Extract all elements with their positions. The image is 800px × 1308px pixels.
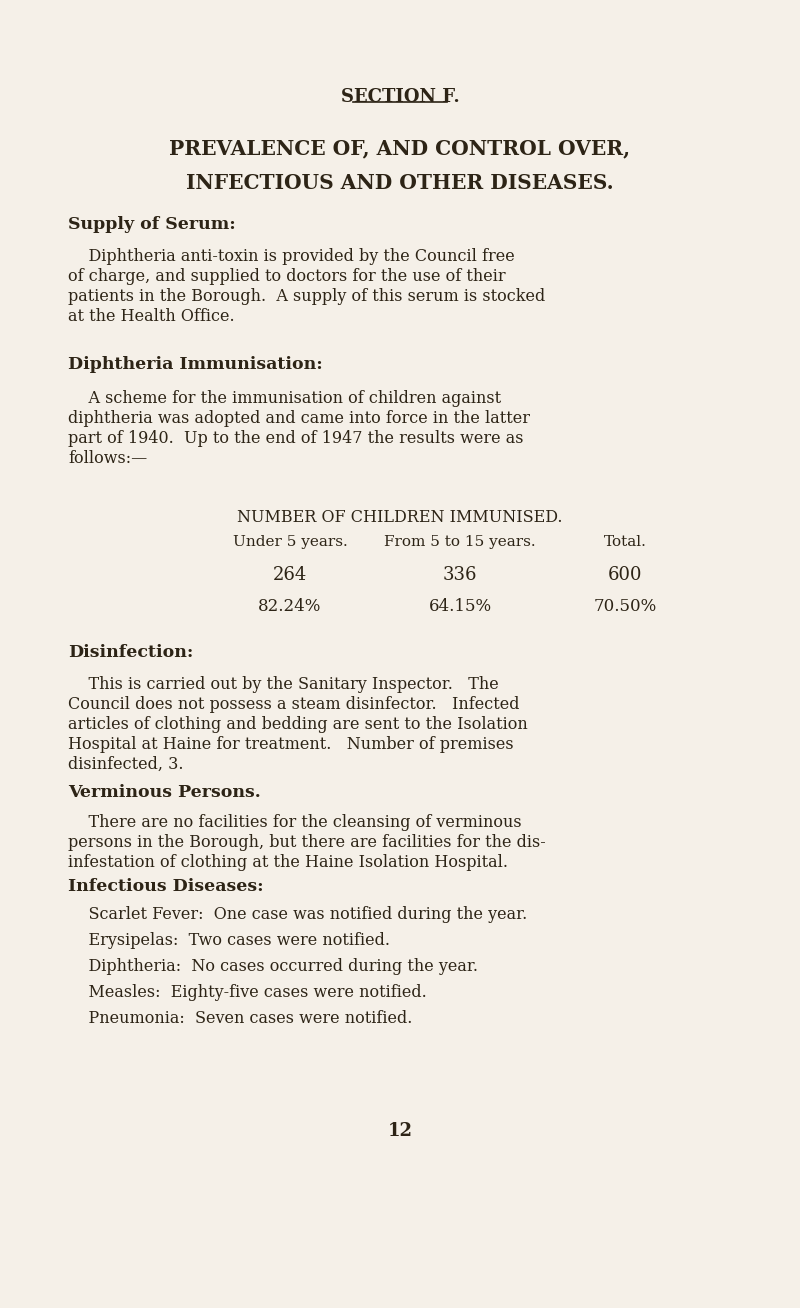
Text: Measles:  Eighty-five cases were notified.: Measles: Eighty-five cases were notified… [68, 984, 426, 1001]
Text: 82.24%: 82.24% [258, 598, 322, 615]
Text: Erysipelas:  Two cases were notified.: Erysipelas: Two cases were notified. [68, 933, 390, 950]
Text: NUMBER OF CHILDREN IMMUNISED.: NUMBER OF CHILDREN IMMUNISED. [238, 509, 562, 526]
Text: Hospital at Haine for treatment.   Number of premises: Hospital at Haine for treatment. Number … [68, 736, 514, 753]
Text: 264: 264 [273, 566, 307, 583]
Text: Council does not possess a steam disinfector.   Infected: Council does not possess a steam disinfe… [68, 696, 519, 713]
Text: 600: 600 [608, 566, 642, 583]
Text: Verminous Persons.: Verminous Persons. [68, 783, 261, 800]
Text: This is carried out by the Sanitary Inspector.   The: This is carried out by the Sanitary Insp… [68, 676, 498, 693]
Text: persons in the Borough, but there are facilities for the dis-: persons in the Borough, but there are fa… [68, 835, 546, 852]
Text: Under 5 years.: Under 5 years. [233, 535, 347, 549]
Text: diphtheria was adopted and came into force in the latter: diphtheria was adopted and came into for… [68, 409, 530, 426]
Text: 70.50%: 70.50% [594, 598, 657, 615]
Text: SECTION F.: SECTION F. [341, 88, 459, 106]
Text: INFECTIOUS AND OTHER DISEASES.: INFECTIOUS AND OTHER DISEASES. [186, 173, 614, 194]
Text: Supply of Serum:: Supply of Serum: [68, 216, 236, 233]
Text: 336: 336 [442, 566, 478, 583]
Text: A scheme for the immunisation of children against: A scheme for the immunisation of childre… [68, 390, 501, 407]
Text: Diphtheria Immunisation:: Diphtheria Immunisation: [68, 356, 322, 373]
Text: of charge, and supplied to doctors for the use of their: of charge, and supplied to doctors for t… [68, 268, 506, 285]
Text: 12: 12 [387, 1122, 413, 1141]
Text: infestation of clothing at the Haine Isolation Hospital.: infestation of clothing at the Haine Iso… [68, 854, 508, 871]
Text: patients in the Borough.  A supply of this serum is stocked: patients in the Borough. A supply of thi… [68, 288, 546, 305]
Text: PREVALENCE OF, AND CONTROL OVER,: PREVALENCE OF, AND CONTROL OVER, [170, 139, 630, 158]
Text: Pneumonia:  Seven cases were notified.: Pneumonia: Seven cases were notified. [68, 1010, 412, 1027]
Text: Infectious Diseases:: Infectious Diseases: [68, 878, 264, 895]
Text: follows:—: follows:— [68, 450, 147, 467]
Text: Diphtheria anti-toxin is provided by the Council free: Diphtheria anti-toxin is provided by the… [68, 249, 514, 266]
Text: articles of clothing and bedding are sent to the Isolation: articles of clothing and bedding are sen… [68, 715, 528, 732]
Text: Scarlet Fever:  One case was notified during the year.: Scarlet Fever: One case was notified dur… [68, 906, 527, 923]
Text: 64.15%: 64.15% [429, 598, 491, 615]
Text: at the Health Office.: at the Health Office. [68, 307, 234, 324]
Text: part of 1940.  Up to the end of 1947 the results were as: part of 1940. Up to the end of 1947 the … [68, 430, 523, 447]
Text: There are no facilities for the cleansing of verminous: There are no facilities for the cleansin… [68, 814, 522, 831]
Text: Diphtheria:  No cases occurred during the year.: Diphtheria: No cases occurred during the… [68, 957, 478, 974]
Text: From 5 to 15 years.: From 5 to 15 years. [384, 535, 536, 549]
Text: Disinfection:: Disinfection: [68, 644, 194, 661]
Text: disinfected, 3.: disinfected, 3. [68, 756, 183, 773]
Text: Total.: Total. [603, 535, 646, 549]
